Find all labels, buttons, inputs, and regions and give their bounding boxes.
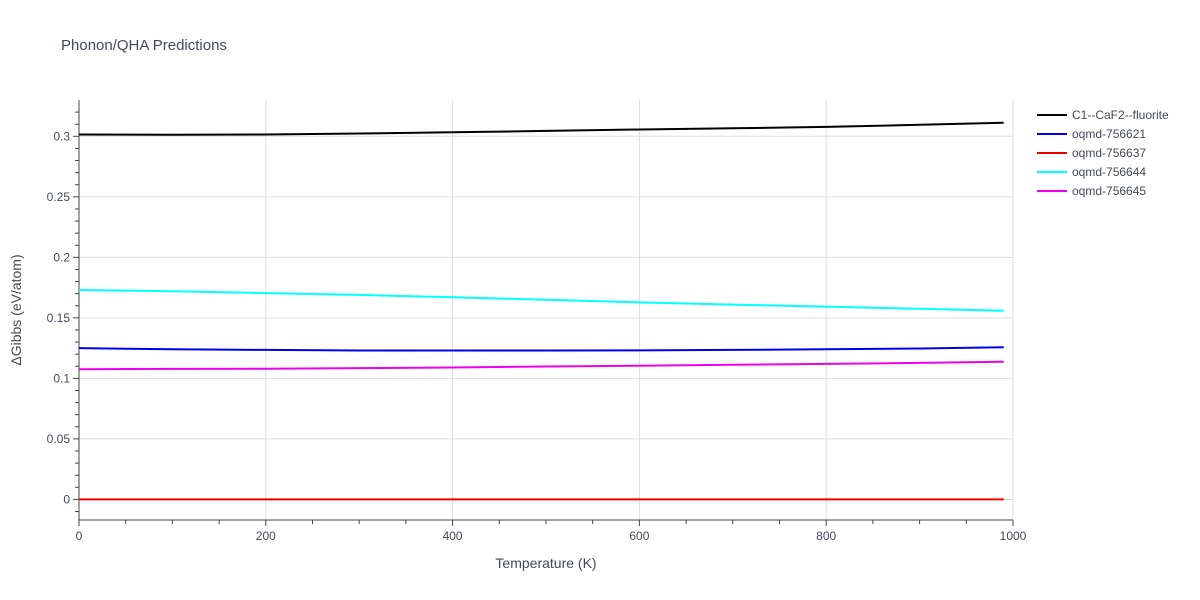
y-tick-label: 0 — [63, 492, 70, 506]
y-tick-label: 0.05 — [47, 432, 71, 446]
series-line-oqmd-756645 — [78, 360, 1004, 371]
y-tick-label: 0.25 — [47, 190, 71, 204]
legend-item[interactable]: C1--CaF2--fluorite — [1037, 108, 1169, 122]
y-axis-title: ΔGibbs (eV/atom) — [8, 254, 24, 365]
series-line-C1--CaF2--fluorite — [78, 121, 1004, 136]
x-tick-label: 600 — [629, 529, 649, 543]
x-tick-label: 800 — [816, 529, 836, 543]
x-tick-label: 1000 — [1000, 529, 1027, 543]
legend-label: oqmd-756621 — [1072, 127, 1146, 141]
y-tick-label: 0.3 — [53, 129, 70, 143]
legend-item[interactable]: oqmd-756621 — [1037, 127, 1146, 141]
x-axis-title: Temperature (K) — [495, 555, 596, 571]
tick-labels: 0 200 400 600 800 1000 0 0.05 0.1 0.15 0.2 0.25 0.3 — [47, 129, 1027, 543]
legend-item[interactable]: oqmd-756645 — [1037, 184, 1146, 198]
legend-label: C1--CaF2--fluorite — [1072, 108, 1169, 122]
legend-item[interactable]: oqmd-756637 — [1037, 146, 1146, 160]
x-tick-label: 0 — [76, 529, 83, 543]
series-line-oqmd-756621 — [78, 346, 1004, 352]
x-tick-label: 400 — [443, 529, 463, 543]
legend[interactable]: C1--CaF2--fluorite oqmd-756621 oqmd-756637… — [1037, 108, 1169, 198]
legend-label: oqmd-756645 — [1072, 184, 1146, 198]
legend-label: oqmd-756637 — [1072, 146, 1146, 160]
y-tick-label: 0.2 — [53, 250, 70, 264]
chart-title: Phonon/QHA Predictions — [61, 37, 227, 54]
axes — [73, 100, 1014, 526]
legend-item[interactable]: oqmd-756644 — [1037, 165, 1146, 179]
y-tick-label: 0.15 — [47, 311, 71, 325]
grid — [79, 100, 1014, 520]
series-group — [78, 121, 1004, 501]
y-tick-label: 0.1 — [53, 371, 70, 385]
legend-label: oqmd-756644 — [1072, 165, 1146, 179]
x-tick-label: 200 — [256, 529, 276, 543]
series-line-oqmd-756644 — [78, 289, 1004, 312]
